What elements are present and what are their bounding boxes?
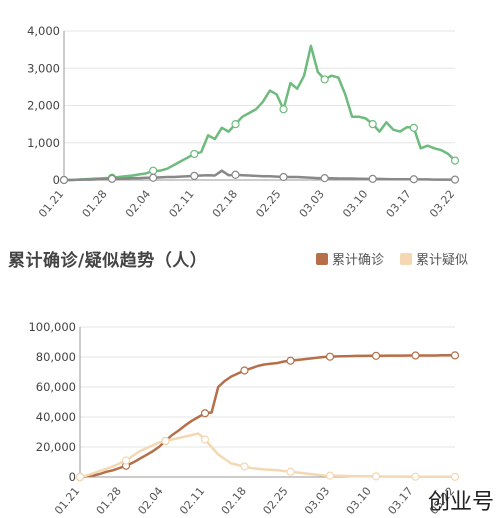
top-chart-y-tick-label: 3,000 <box>27 61 60 75</box>
top-chart-x-tick-label: 01.28 <box>80 188 110 220</box>
legend-suspected-swatch <box>400 252 412 265</box>
top-chart-series-1-point <box>190 171 199 181</box>
chart-bottom: 0 20,000 40,000 60,000 80,000 100,000 01.21 01.… <box>28 320 460 517</box>
top-chart-series-0-point <box>190 149 199 159</box>
bottom-chart-y-tick-label: 0 <box>69 470 76 484</box>
bottom-chart-series-0-point <box>411 351 420 360</box>
top-chart-series-0-point <box>409 123 418 132</box>
top-chart-series-0-line <box>64 44 456 182</box>
bottom-chart-series-0-point <box>450 351 460 360</box>
bottom-chart-x-tick-label: 01.21 <box>52 485 82 517</box>
bottom-chart-series-1-point <box>75 472 85 482</box>
top-chart-series-1-point <box>107 174 117 183</box>
bottom-chart-series-0-point <box>240 366 249 375</box>
bottom-chart-y-tick-label: 100,000 <box>28 320 76 334</box>
bottom-chart-series-1-point <box>450 472 460 481</box>
bottom-chart-series-0-point <box>325 352 335 361</box>
top-chart-series-1-point <box>409 175 418 184</box>
legend-suspected-label: 累计疑似 <box>416 253 469 268</box>
bottom-chart-y-tick-label: 40,000 <box>36 410 76 424</box>
top-chart-y-tick-label: 1,000 <box>27 136 60 150</box>
bottom-chart-y-tick-label: 20,000 <box>36 440 76 454</box>
bottom-chart-series-1-point <box>161 436 170 446</box>
section-title: 累计确诊/疑似趋势（人） <box>8 251 208 271</box>
bottom-chart-series-1-point <box>371 472 381 481</box>
top-chart-x-tick-label: 02.04 <box>123 188 153 220</box>
bottom-chart-series-1-point <box>325 471 335 480</box>
top-chart-x-tick-label: 03.17 <box>384 188 414 220</box>
bottom-chart-series-0-point <box>200 409 210 418</box>
watermark: 创业号 <box>427 490 494 515</box>
top-chart-series-0-point <box>368 120 377 129</box>
bottom-chart-x-tick-label: 03.17 <box>385 485 415 517</box>
bottom-chart-series-1-point <box>240 462 249 471</box>
top-chart-series-1-line <box>64 169 455 182</box>
bottom-chart-series-1-line <box>79 432 455 479</box>
top-chart-series-0-point <box>149 166 158 175</box>
bottom-chart-y-tick-label: 60,000 <box>36 380 76 394</box>
top-chart-series-1-point <box>149 173 158 182</box>
bottom-chart-series-0-line <box>79 354 455 479</box>
top-chart-series-0-point <box>279 105 288 114</box>
bottom-chart-series-1-point <box>286 467 295 476</box>
top-chart-y-tick-label: 0 <box>53 173 60 187</box>
top-chart-y-tick-label: 2,000 <box>27 99 60 113</box>
bottom-chart-x-tick-label: 02.25 <box>260 485 290 517</box>
top-chart-x-tick-label: 03.03 <box>297 188 327 220</box>
top-chart-x-tick-label: 01.21 <box>36 188 66 220</box>
bottom-chart-x-tick-label: 02.04 <box>135 485 165 517</box>
legend-confirmed-swatch <box>316 252 328 265</box>
chart-top: 0 1,000 2,000 3,000 4,000 01.21 01.28 02.04 02.1… <box>27 24 460 220</box>
top-chart-x-tick-label: 03.22 <box>427 188 457 220</box>
bottom-chart-x-tick-label: 03.03 <box>302 485 332 517</box>
top-chart-x-tick-label: 03.10 <box>340 188 370 220</box>
bottom-chart-series-0-point <box>371 351 381 360</box>
bottom-chart-series-1-point <box>200 435 210 444</box>
top-chart-series-0-point <box>231 120 240 129</box>
top-chart-series-1-point <box>279 172 288 182</box>
top-chart-y-tick-label: 4,000 <box>27 24 60 38</box>
top-chart-series-0-point <box>450 156 460 165</box>
bottom-chart-x-tick-label: 03.10 <box>344 485 374 517</box>
top-chart-series-1-point <box>231 170 240 179</box>
bottom-chart-x-tick-label: 02.11 <box>177 485 207 517</box>
top-chart-series-1-point <box>320 174 329 183</box>
top-chart-series-1-point <box>368 174 377 183</box>
top-chart-series-0-point <box>320 75 329 84</box>
top-chart-series-1-point <box>59 175 69 185</box>
legend-confirmed-label: 累计确诊 <box>332 253 385 268</box>
legend-suspected[interactable]: 累计疑似 <box>400 249 468 268</box>
top-chart-x-tick-label: 02.25 <box>253 188 283 220</box>
bottom-chart-series-0-point <box>286 356 295 365</box>
top-chart-series-1-point <box>450 175 460 184</box>
bottom-chart-y-tick-label: 80,000 <box>36 350 76 364</box>
bottom-chart-series-1-point <box>411 472 420 481</box>
top-chart-x-tick-label: 02.18 <box>210 188 240 220</box>
top-chart-x-tick-label: 02.11 <box>166 188 196 220</box>
legend-confirmed[interactable]: 累计确诊 <box>316 249 384 268</box>
bottom-chart-x-tick-label: 02.18 <box>219 485 249 517</box>
bottom-chart-x-tick-label: 01.28 <box>94 485 124 517</box>
bottom-chart-series-1-point <box>121 456 131 465</box>
